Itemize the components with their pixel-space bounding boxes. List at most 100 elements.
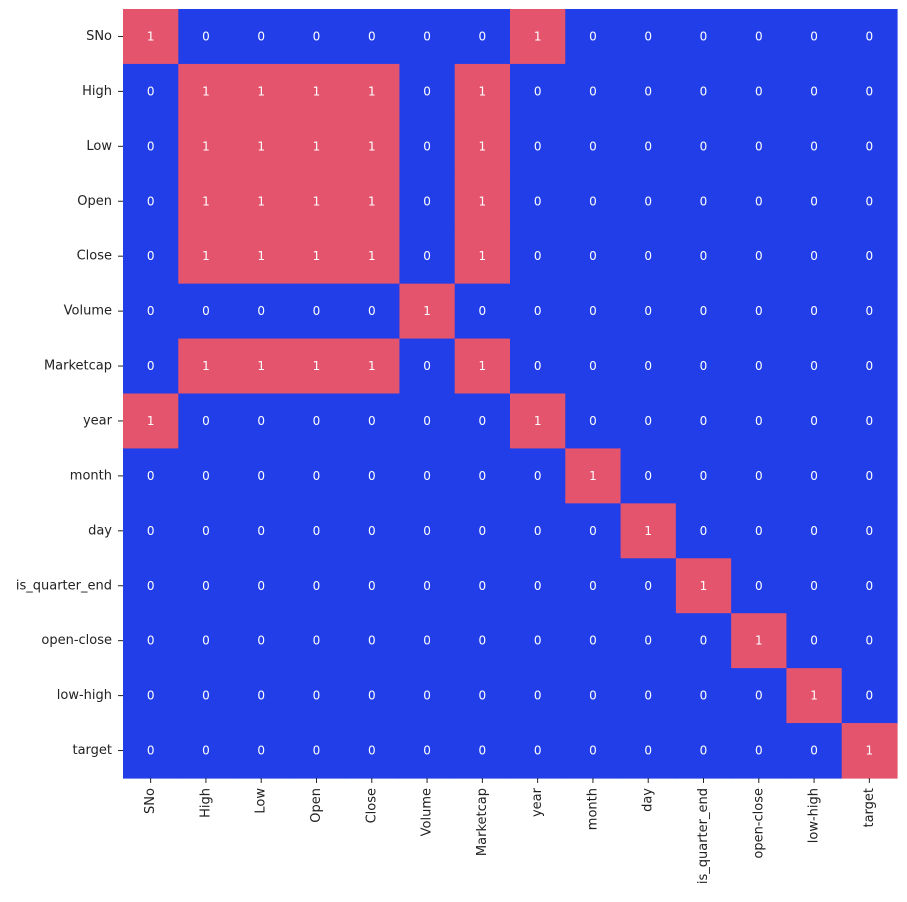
heatmap-cell-High-Volume <box>399 63 456 120</box>
cell-value-Close-Close: 1 <box>368 249 376 263</box>
cell-value-year-Marketcap: 0 <box>479 414 487 428</box>
heatmap-cell-low-high-SNo <box>123 668 179 724</box>
y-tick-label: Marketcap <box>44 359 112 374</box>
x-tick-label: day <box>641 788 656 812</box>
heatmap-cell-Close-Close <box>344 228 401 285</box>
cell-value-low-high-month: 0 <box>589 689 597 703</box>
cell-value-Close-Open: 1 <box>313 249 321 263</box>
x-tick-label: Low <box>254 788 269 814</box>
cell-value-Marketcap-SNo: 0 <box>147 359 155 373</box>
cell-value-High-Open: 1 <box>313 84 321 98</box>
heatmap-cell-Volume-SNo <box>123 283 179 340</box>
cell-value-day-day: 1 <box>644 524 652 538</box>
cell-value-Close-year: 0 <box>534 249 542 263</box>
heatmap-cell-is_quarter_end-is_quarter_end <box>675 558 732 614</box>
heatmap-cell-Close-open-close <box>731 228 788 285</box>
heatmap-cell-low-high-Close <box>344 668 401 724</box>
heatmap-cell-Low-year <box>510 118 566 175</box>
heatmap-cell-Close-month <box>565 228 622 285</box>
cell-value-open-close-High: 0 <box>202 634 210 648</box>
heatmap-cell-day-Marketcap <box>454 503 511 559</box>
heatmap-cell-Marketcap-open-close <box>731 338 788 395</box>
heatmap-cell-Volume-is_quarter_end <box>675 283 732 340</box>
cell-value-Low-Marketcap: 1 <box>479 139 487 153</box>
x-tick-label: Close <box>364 788 379 823</box>
heatmap-cell-is_quarter_end-month <box>565 558 622 614</box>
cell-value-target-Close: 0 <box>368 744 376 758</box>
cell-value-Marketcap-Close: 1 <box>368 359 376 373</box>
y-tick-label: Low <box>86 139 112 154</box>
heatmap-cell-Marketcap-low-high <box>786 338 843 395</box>
heatmap-cell-is_quarter_end-open-close <box>731 558 788 614</box>
cell-value-month-Open: 0 <box>313 469 321 483</box>
y-tick-label: is_quarter_end <box>16 578 112 593</box>
heatmap-cell-Close-is_quarter_end <box>675 228 732 285</box>
heatmap-cell-is_quarter_end-Volume <box>399 558 456 614</box>
cell-value-Low-open-close: 0 <box>755 139 763 153</box>
cell-value-Low-month: 0 <box>589 139 597 153</box>
cell-value-year-day: 0 <box>644 414 652 428</box>
heatmap-cell-Low-Low <box>233 118 290 175</box>
heatmap-cell-open-close-SNo <box>123 613 179 669</box>
heatmap-cell-SNo-open-close <box>731 9 788 65</box>
heatmap-cell-year-year <box>510 393 566 450</box>
cell-value-Marketcap-month: 0 <box>589 359 597 373</box>
heatmap-cell-Low-Open <box>288 118 345 175</box>
cell-value-High-year: 0 <box>534 84 542 98</box>
cell-value-month-Close: 0 <box>368 469 376 483</box>
heatmap-cell-Low-target <box>841 118 898 175</box>
cell-value-SNo-Low: 0 <box>257 29 265 43</box>
cell-value-year-Open: 0 <box>313 414 321 428</box>
heatmap-cell-Volume-Low <box>233 283 290 340</box>
cell-value-Marketcap-Volume: 0 <box>423 359 431 373</box>
cell-value-is_quarter_end-High: 0 <box>202 579 210 593</box>
cell-value-open-close-target: 0 <box>866 634 874 648</box>
cell-value-SNo-Marketcap: 0 <box>479 29 487 43</box>
cell-value-Low-year: 0 <box>534 139 542 153</box>
heatmap-cell-Low-Marketcap <box>454 118 511 175</box>
heatmap-cell-month-Open <box>288 448 345 504</box>
heatmap-cell-target-is_quarter_end <box>675 723 732 779</box>
cell-value-target-low-high: 0 <box>810 744 818 758</box>
cell-value-low-high-Close: 0 <box>368 689 376 703</box>
heatmap-cell-day-day <box>620 503 677 559</box>
cell-value-low-high-low-high: 1 <box>810 689 818 703</box>
cell-value-target-Open: 0 <box>313 744 321 758</box>
cell-value-open-close-low-high: 0 <box>810 634 818 648</box>
cell-value-High-Close: 1 <box>368 84 376 98</box>
heatmap-cell-low-high-High <box>178 668 235 724</box>
heatmap-cell-SNo-SNo <box>123 9 179 65</box>
heatmap-cell-day-is_quarter_end <box>675 503 732 559</box>
cell-value-Close-day: 0 <box>644 249 652 263</box>
cell-value-Marketcap-Low: 1 <box>257 359 265 373</box>
heatmap-cell-open-close-target <box>841 613 898 669</box>
x-tick-label: High <box>198 788 213 818</box>
cell-value-Marketcap-low-high: 0 <box>810 359 818 373</box>
cell-value-Close-Volume: 0 <box>423 249 431 263</box>
cell-value-Open-Open: 1 <box>313 194 321 208</box>
heatmap-cell-Open-open-close <box>731 173 788 230</box>
heatmap-cell-month-SNo <box>123 448 179 504</box>
heatmap-cell-Open-Close <box>344 173 401 230</box>
heatmap-cell-year-High <box>178 393 235 450</box>
heatmap-cell-open-close-day <box>620 613 677 669</box>
cell-value-Marketcap-Marketcap: 1 <box>479 359 487 373</box>
cell-value-day-High: 0 <box>202 524 210 538</box>
heatmap-cell-open-close-Volume <box>399 613 456 669</box>
heatmap-cell-target-Low <box>233 723 290 779</box>
cell-value-High-Low: 1 <box>257 84 265 98</box>
heatmap-cell-Open-target <box>841 173 898 230</box>
heatmap-cell-High-Open <box>288 63 345 120</box>
heatmap-cell-SNo-Low <box>233 9 290 65</box>
heatmap-cell-is_quarter_end-Marketcap <box>454 558 511 614</box>
heatmap-cell-Volume-Open <box>288 283 345 340</box>
cell-value-day-Volume: 0 <box>423 524 431 538</box>
heatmap-cell-month-target <box>841 448 898 504</box>
heatmap-cell-Low-High <box>178 118 235 175</box>
cell-value-is_quarter_end-Open: 0 <box>313 579 321 593</box>
cell-value-Open-Marketcap: 1 <box>479 194 487 208</box>
heatmap-cell-SNo-Volume <box>399 9 456 65</box>
heatmap-cell-SNo-month <box>565 9 622 65</box>
heatmap-cell-day-low-high <box>786 503 843 559</box>
cell-value-target-target: 1 <box>866 744 874 758</box>
